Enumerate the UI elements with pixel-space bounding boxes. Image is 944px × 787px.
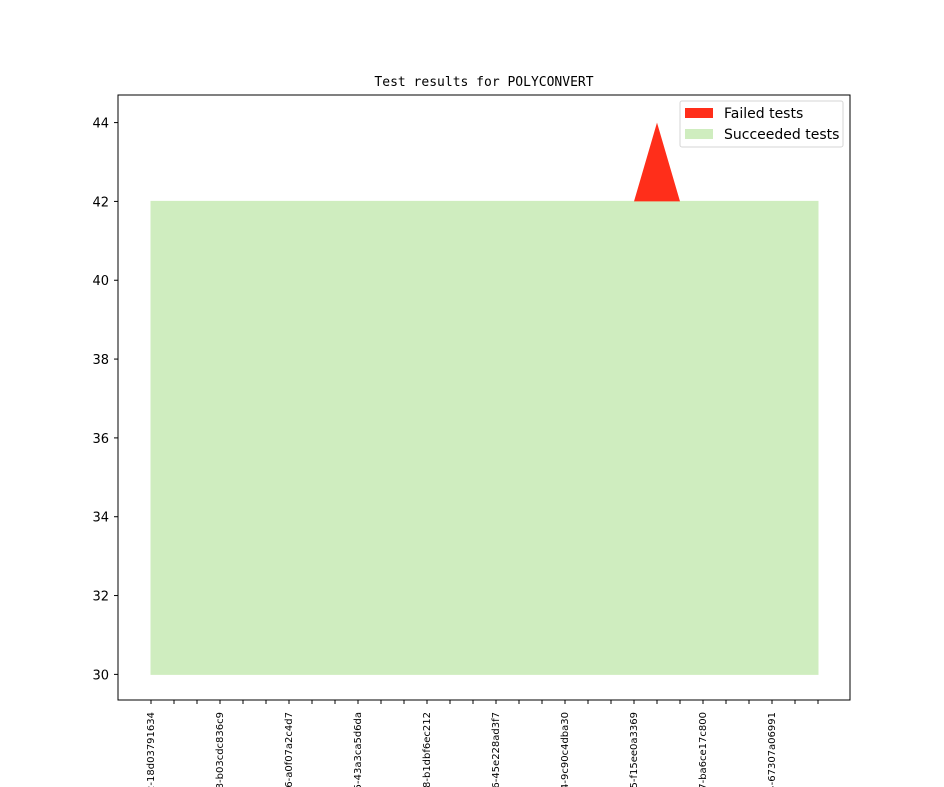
axes: 30 32 34 36 38 40 42 44 2-18d03791634 8-b03cdc836… (92, 94, 851, 787)
legend-label: Failed tests (724, 106, 803, 122)
failed-tests-area (151, 122, 818, 202)
y-tick-label: 34 (92, 511, 109, 526)
legend-swatch (685, 108, 713, 118)
y-tick-label: 38 (92, 353, 109, 368)
axes-frame (117, 94, 851, 701)
y-tick-label: 42 (92, 195, 109, 210)
x-tick-label: 7-ba6ce17c800 (698, 712, 709, 787)
x-tick-label: 6-45e228ad3f7 (491, 712, 502, 787)
legend: Failed tests Succeeded tests (679, 100, 844, 148)
chart-title: Test results for POLYCONVERT (374, 75, 593, 90)
y-tick-label: 30 (92, 668, 109, 683)
y-tick-label: 44 (92, 117, 109, 132)
y-tick-label: 40 (92, 274, 109, 289)
y-tick-label: 36 (92, 432, 109, 447)
legend-swatch (685, 129, 713, 139)
plot-area (150, 122, 819, 675)
x-tick-label: 5-43a3ca5d6da (353, 712, 364, 787)
succeeded-tests-area (150, 200, 819, 675)
x-tick-label: 8-b1dbf6ec212 (422, 712, 433, 787)
x-tick-label: 4-9c90c4dba30 (560, 712, 571, 787)
x-tick-label: 4-67307a06991 (767, 712, 778, 787)
y-tick-label: 32 (92, 590, 109, 605)
legend-label: Succeeded tests (724, 127, 839, 143)
x-tick-label: 8-b03cdc836c9 (215, 712, 226, 787)
legend-box (679, 100, 844, 148)
x-tick-label: 5-f15ee0a3369 (629, 712, 640, 787)
x-tick-label: 6-a0f07a2c4d7 (284, 712, 295, 787)
x-tick-label: 2-18d03791634 (146, 712, 157, 787)
